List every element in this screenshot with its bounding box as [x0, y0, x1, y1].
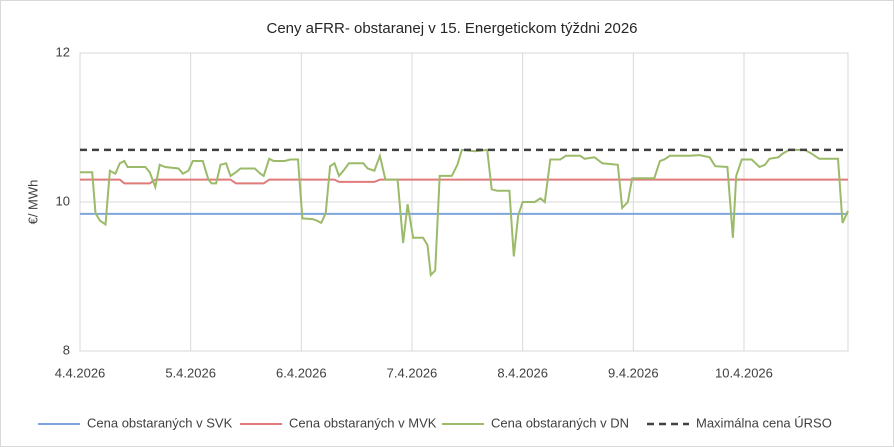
legend-label: Maximálna cena ÚRSO — [696, 415, 832, 430]
series-line — [80, 148, 849, 278]
y-tick-label: 8 — [63, 342, 70, 357]
legend-label: Cena obstaraných v DN — [491, 415, 629, 430]
x-tick-label: 10.4.2026 — [715, 365, 773, 380]
y-axis-label: €/ MWh — [25, 180, 40, 225]
chart-title: Ceny aFRR- obstaranej v 15. Energetickom… — [266, 20, 637, 37]
x-tick-label: 4.4.2026 — [55, 365, 106, 380]
legend-label: Cena obstaraných v MVK — [289, 415, 437, 430]
legend-label: Cena obstaraných v SVK — [87, 415, 233, 430]
x-tick-label: 9.4.2026 — [608, 365, 659, 380]
x-tick-label: 8.4.2026 — [497, 365, 548, 380]
x-tick-label: 6.4.2026 — [276, 365, 327, 380]
x-tick-label: 5.4.2026 — [165, 365, 216, 380]
y-tick-label: 12 — [56, 44, 70, 59]
plot-border — [79, 52, 849, 352]
y-tick-label: 10 — [56, 193, 70, 208]
x-tick-label: 7.4.2026 — [387, 365, 438, 380]
series-line — [80, 178, 848, 185]
